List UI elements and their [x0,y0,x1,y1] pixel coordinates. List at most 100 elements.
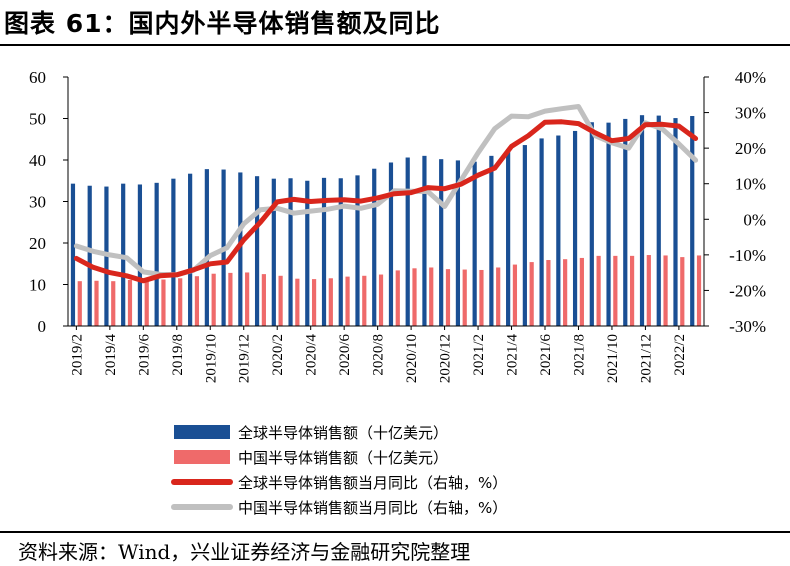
global-bar [70,183,76,326]
top-rule [0,44,790,46]
axes: 0 10 20 30 40 50 60 -30% -20% -10% 0% 10% 20% 30% 40% 2… [29,68,766,383]
global-bar [321,177,327,326]
x-tick-label: 2021/10 [605,334,621,383]
china-bar [696,255,702,326]
global-bar [238,172,243,326]
global-bar [188,173,193,326]
global-bar [405,157,410,326]
x-tick-label: 2021/2 [471,334,487,376]
x-tick-label: 2020/12 [438,334,454,383]
global-bar [271,178,276,326]
china-bar [211,273,216,326]
global-bar [589,122,594,326]
right-tick-label: 0% [743,210,766,229]
global-bar [372,168,377,326]
china-bar [295,278,300,326]
global-bar [305,180,310,326]
china-bar [629,255,635,326]
china-bar [496,267,501,326]
global-bar [506,149,511,326]
china-bar [194,276,200,326]
china-bar [245,272,250,326]
china-bar [680,257,685,326]
global-bar [254,176,260,326]
china-bar [395,270,400,326]
global-bar [522,145,527,326]
global-bar [656,115,661,326]
china-bar [529,262,534,326]
china-bar [127,279,133,326]
global-bar [288,178,293,326]
right-tick-label: -30% [729,317,766,336]
legend-label: 全球半导体销售额当月同比（右轴，%） [238,474,507,492]
x-tick-label: 2020/4 [304,334,320,376]
china-bar [311,279,317,326]
x-tick-label: 2022/2 [672,334,688,376]
global-bar [556,135,561,326]
global-bar [154,182,159,326]
left-tick-label: 20 [29,234,46,253]
x-tick-label: 2020/2 [270,334,286,376]
right-tick-label: 30% [735,104,766,123]
china-bar [328,278,333,326]
china-bar [563,259,568,326]
global-bar [606,122,611,327]
legend-swatch [174,450,230,464]
global-bar [355,175,360,326]
x-tick-label: 2020/8 [371,334,387,376]
global-bar [422,155,427,326]
x-tick-label: 2019/8 [170,334,186,376]
china-bar [94,280,99,326]
global-bar [690,116,695,326]
china-bar [596,255,601,326]
right-tick-label: -10% [729,246,766,265]
global-bar [673,118,678,327]
right-tick-label: -20% [729,281,766,300]
x-tick-label: 2021/4 [505,334,521,376]
global-bar [639,115,645,327]
left-tick-label: 0 [38,317,47,336]
china-bar [228,272,233,326]
china-bar [345,276,350,326]
chart-title: 图表 61：国内外半导体销售额及同比 [4,9,441,38]
right-tick-label: 40% [735,68,766,87]
right-tick-label: 10% [735,175,766,194]
x-tick-label: 2019/4 [103,334,119,376]
left-tick-label: 60 [29,68,46,87]
global-bar [489,155,494,326]
china-yoy-line [73,104,699,278]
china-bar [378,274,384,326]
x-tick-label: 2020/6 [337,334,353,376]
global-yoy-line [73,119,699,284]
china-bar [445,269,451,326]
china-bar [161,279,166,326]
legend-label: 中国半导体销售额当月同比（右轴，%） [238,499,507,517]
china-bar [462,269,467,326]
china-bar [429,267,434,326]
left-tick-label: 40 [29,151,46,170]
left-tick-label: 50 [29,110,46,129]
left-tick-label: 30 [29,193,46,212]
global-bar [472,161,477,326]
x-tick-label: 2019/10 [203,334,219,383]
china-bar-series [77,255,702,326]
global-bar [338,178,343,326]
bottom-rule [0,531,790,533]
x-tick-label: 2021/12 [638,334,654,383]
china-bar [663,255,668,326]
global-bar [388,162,394,326]
source-note: 资料来源：Wind，兴业证券经济与金融研究院整理 [18,540,471,564]
china-bar [111,281,116,326]
legend-swatch [174,425,230,439]
china-bar [362,275,367,326]
global-bar [204,169,209,326]
global-bar [171,178,176,326]
x-tick-label: 2021/8 [571,334,587,376]
right-tick-label: 20% [735,139,766,158]
legend: 全球半导体销售额（十亿美元） 中国半导体销售额（十亿美元） 全球半导体销售额当月同比… [171,424,507,517]
china-bar [479,269,484,326]
x-tick-label: 2019/12 [237,334,253,383]
x-tick-label: 2021/6 [538,334,554,376]
global-bar [87,185,92,326]
